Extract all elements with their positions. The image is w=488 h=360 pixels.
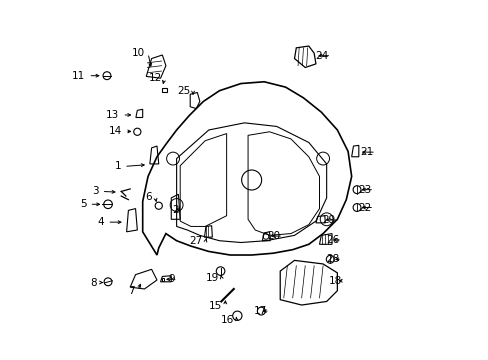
- Text: 16: 16: [220, 315, 233, 325]
- Text: 3: 3: [92, 186, 99, 197]
- Text: 6: 6: [145, 192, 152, 202]
- Text: 26: 26: [325, 235, 339, 245]
- Bar: [162, 88, 167, 93]
- Text: 21: 21: [359, 147, 372, 157]
- Text: 2: 2: [171, 204, 178, 215]
- Text: 15: 15: [209, 301, 222, 311]
- Text: 25: 25: [177, 86, 190, 96]
- Text: 24: 24: [315, 51, 328, 61]
- Text: 11: 11: [72, 71, 85, 81]
- Text: 13: 13: [106, 110, 119, 120]
- Text: 8: 8: [90, 278, 97, 288]
- Text: 19: 19: [205, 273, 218, 283]
- Text: 18: 18: [328, 276, 341, 286]
- Text: 7: 7: [128, 286, 135, 296]
- Text: 12: 12: [148, 73, 162, 83]
- Bar: [162, 278, 164, 281]
- Text: 29: 29: [322, 215, 335, 225]
- Text: 5: 5: [80, 199, 86, 209]
- Text: 9: 9: [168, 274, 175, 284]
- Text: 20: 20: [266, 231, 280, 241]
- Text: 1: 1: [114, 161, 121, 171]
- Text: 22: 22: [357, 203, 370, 212]
- Text: 17: 17: [253, 306, 266, 316]
- Text: 10: 10: [132, 48, 145, 58]
- Text: 4: 4: [98, 217, 104, 227]
- Text: 27: 27: [189, 237, 203, 247]
- Text: 28: 28: [325, 254, 339, 264]
- Text: 14: 14: [109, 126, 122, 136]
- Text: 23: 23: [357, 185, 370, 195]
